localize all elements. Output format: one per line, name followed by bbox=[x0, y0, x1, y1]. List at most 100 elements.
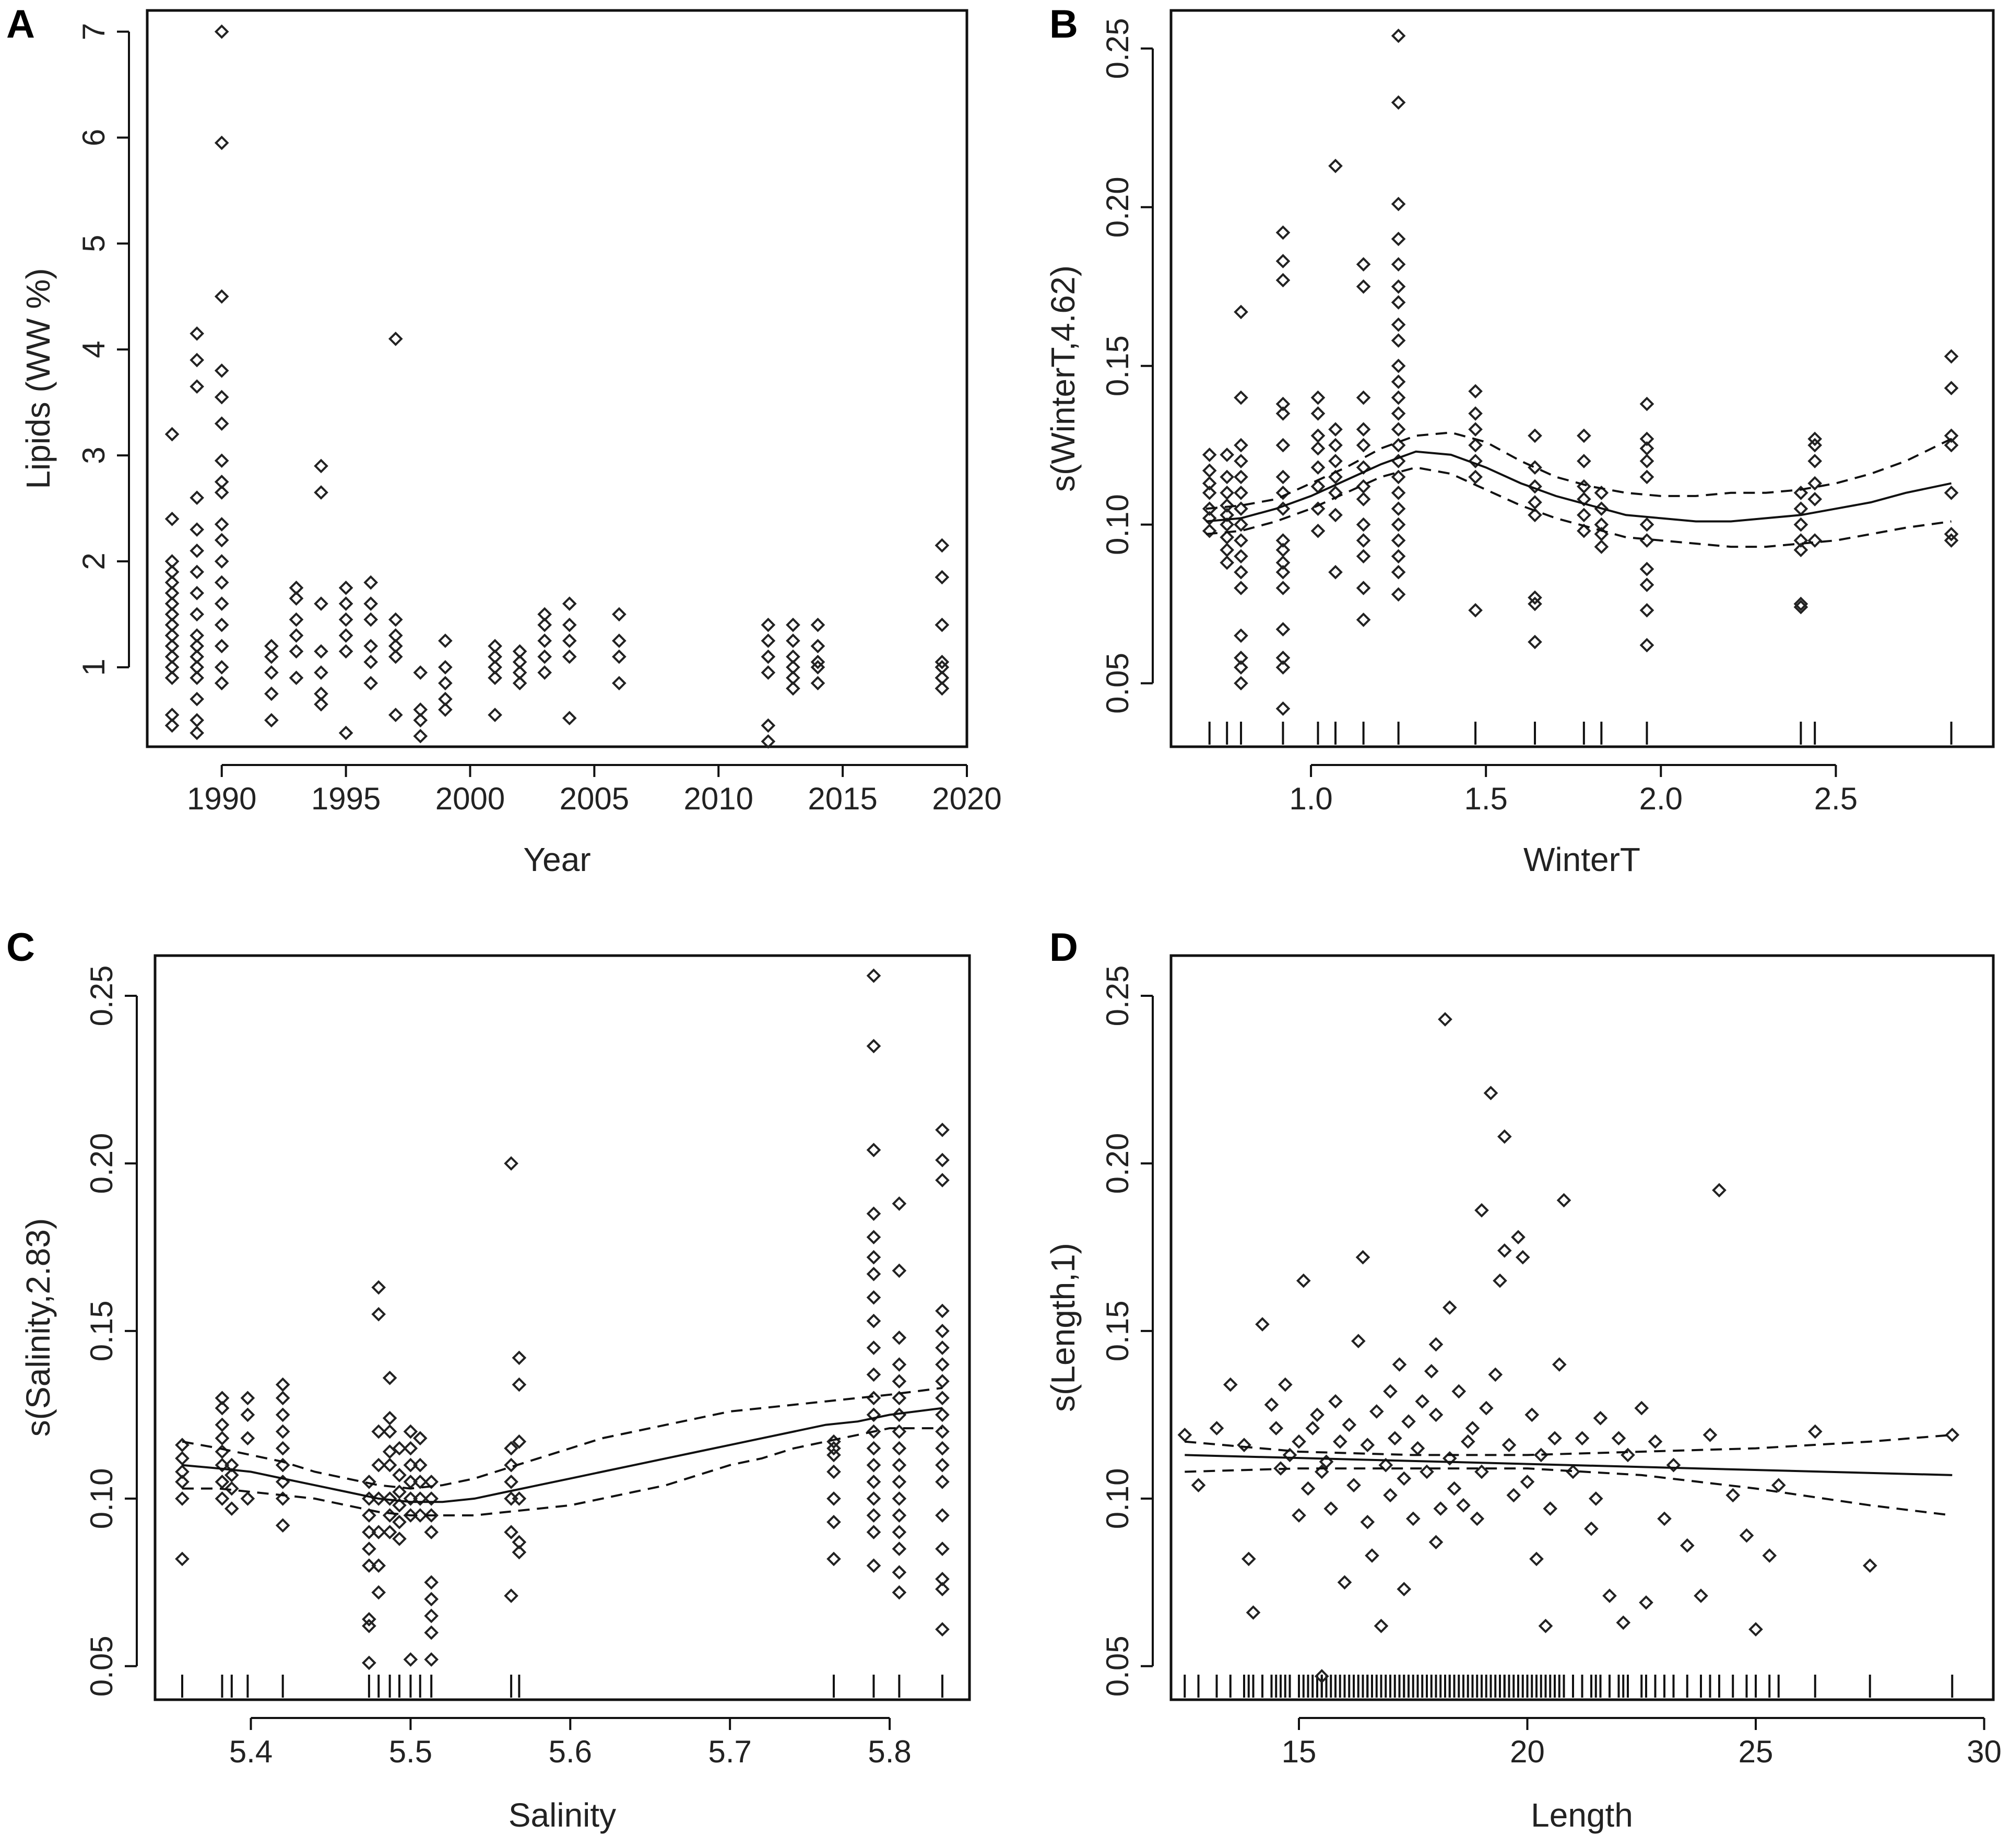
panel-a-x-tick-label: 2005 bbox=[560, 781, 629, 816]
panel-d-data-point bbox=[1577, 1432, 1588, 1444]
panel-d-data-point bbox=[1622, 1449, 1634, 1461]
panel-b-data-point bbox=[1595, 541, 1607, 552]
panel-b-data-point bbox=[1529, 430, 1541, 441]
panel-b-data-point bbox=[1235, 677, 1247, 689]
panel-d-data-point bbox=[1526, 1409, 1538, 1420]
panel-b-data-point bbox=[1235, 567, 1247, 578]
panel-a-data-point bbox=[191, 328, 203, 339]
panel-d-data-point bbox=[1243, 1553, 1255, 1564]
panel-a-data-point bbox=[812, 619, 824, 631]
panel-d-data-point bbox=[1695, 1590, 1707, 1602]
panel-c-x-tick-label: 5.7 bbox=[708, 1734, 751, 1769]
panel-a-y-tick-label: 1 bbox=[76, 658, 111, 676]
panel-b-data-point bbox=[1809, 535, 1820, 546]
panel-c-data-point bbox=[868, 1459, 880, 1471]
panel-a-data-point bbox=[390, 709, 401, 721]
panel-c-data-point bbox=[176, 1439, 188, 1451]
panel-a-data-point bbox=[340, 582, 352, 594]
panel-b-data-point bbox=[1358, 281, 1369, 292]
panel-b-data-point bbox=[1393, 550, 1404, 562]
panel-c-data-point bbox=[394, 1516, 405, 1528]
panel-c-x-tick-label: 5.5 bbox=[389, 1734, 432, 1769]
panel-a-x-tick-label: 2000 bbox=[435, 781, 505, 816]
panel-c-y-tick-label: 0.20 bbox=[84, 1133, 119, 1194]
panel-b-data-point bbox=[1221, 532, 1233, 543]
panel-b-y-axis-label: s(WinterT,4.62) bbox=[1044, 265, 1082, 492]
panel-d-x-ticks: 15 20 25 30 bbox=[1282, 1718, 2002, 1769]
panel-b-data-point bbox=[1529, 462, 1541, 473]
panel-a-y-tick-label: 7 bbox=[76, 23, 111, 40]
panel-d-data-point bbox=[1668, 1459, 1680, 1471]
panel-d-data-point bbox=[1430, 1339, 1442, 1350]
panel-a-data-point bbox=[266, 688, 277, 700]
panel-c-data-point bbox=[937, 1155, 948, 1166]
panel-b-data-point bbox=[1278, 255, 1289, 267]
panel-b-data-point bbox=[1204, 449, 1215, 461]
panel-b-x-tick-label: 1.0 bbox=[1289, 781, 1332, 816]
panel-a-letter: A bbox=[6, 2, 35, 46]
panel-d-data-point bbox=[1504, 1439, 1515, 1451]
panel-b-data-point bbox=[1393, 471, 1404, 482]
panel-c-data-point bbox=[176, 1553, 188, 1564]
panel-b-data-point bbox=[1470, 605, 1481, 616]
panel-b-data-point bbox=[1641, 455, 1653, 467]
panel-a-data-point bbox=[539, 651, 550, 663]
panel-d-data-point bbox=[1348, 1479, 1359, 1491]
panel-d-y-ticks: 0.050.100.150.200.25 bbox=[1100, 966, 1153, 1697]
panel-d-data-point bbox=[1476, 1205, 1487, 1216]
panel-c-data-point bbox=[513, 1379, 525, 1391]
panel-c-data-point bbox=[505, 1590, 517, 1602]
panel-b-data-point bbox=[1235, 440, 1247, 451]
panel-a-data-point bbox=[191, 566, 203, 578]
panel-b-data-point bbox=[1221, 557, 1233, 569]
panel-a-data-point bbox=[365, 640, 376, 652]
panel-c-data-point bbox=[394, 1469, 405, 1481]
panel-a-data-point bbox=[315, 645, 327, 657]
panel-d-data-point bbox=[1444, 1302, 1456, 1313]
figure-canvas: A 1990 1995 2000 2005 2010 2015 2020 1234567 Y… bbox=[0, 0, 2010, 1848]
panel-c-data-point bbox=[937, 1325, 948, 1337]
panel-a-data-point bbox=[291, 672, 302, 684]
panel-a-data-point bbox=[613, 651, 625, 663]
panel-b-plot-frame bbox=[1171, 10, 1993, 747]
panel-c-x-tick-label: 5.4 bbox=[229, 1734, 273, 1769]
panel-b-data-point bbox=[1529, 497, 1541, 508]
panel-c-data-point bbox=[828, 1493, 840, 1504]
panel-a-x-tick-label: 2015 bbox=[808, 781, 877, 816]
panel-c-data-point bbox=[363, 1657, 375, 1668]
panel-c-data-point bbox=[828, 1553, 840, 1564]
panel-a-data-point bbox=[340, 630, 352, 641]
panel-a-data-point bbox=[440, 662, 451, 673]
panel-b-data-point bbox=[1393, 335, 1404, 346]
panel-c-y-axis-label: s(Salinity,2.83) bbox=[19, 1218, 57, 1437]
panel-c-data-point bbox=[893, 1443, 905, 1454]
panel-a-data-point bbox=[613, 677, 625, 689]
panel-b-x-tick-label: 2.0 bbox=[1639, 781, 1683, 816]
panel-a-data-point bbox=[191, 587, 203, 599]
panel-d-data-point bbox=[1266, 1399, 1278, 1410]
panel-b-data-point bbox=[1278, 275, 1289, 286]
panel-c-y-ticks: 0.050.100.150.200.25 bbox=[84, 966, 137, 1697]
panel-c-data-point bbox=[217, 1446, 228, 1457]
panel-c-data-point bbox=[513, 1493, 525, 1504]
panel-b-data-point bbox=[1641, 640, 1653, 651]
panel-c-y-tick-label: 0.05 bbox=[84, 1635, 119, 1697]
panel-d-y-tick-label: 0.20 bbox=[1100, 1133, 1135, 1194]
panel-d-data-point bbox=[1485, 1087, 1497, 1099]
panel-b-data-point bbox=[1358, 614, 1369, 626]
panel-b-data-point bbox=[1235, 306, 1247, 317]
panel-c-data-point bbox=[425, 1526, 437, 1538]
panel-b-y-tick-label: 0.25 bbox=[1100, 18, 1135, 79]
panel-d-data-point bbox=[1640, 1597, 1652, 1608]
panel-c-data-point bbox=[242, 1493, 253, 1504]
panel-d-data-point bbox=[1540, 1620, 1552, 1632]
panel-c-data-point bbox=[217, 1432, 228, 1444]
panel-b-data-point bbox=[1235, 630, 1247, 641]
panel-b-y-ticks: 0.05 0.10 0.15 0.20 0.25 bbox=[1100, 18, 1153, 714]
panel-a-data-point bbox=[191, 524, 203, 535]
panel-a-data-point bbox=[539, 667, 550, 678]
panel-a-data-point bbox=[564, 712, 575, 724]
panel-b-data-point bbox=[1641, 579, 1653, 591]
panel-d-data-point bbox=[1682, 1540, 1693, 1551]
panel-c-data-point bbox=[373, 1309, 384, 1320]
